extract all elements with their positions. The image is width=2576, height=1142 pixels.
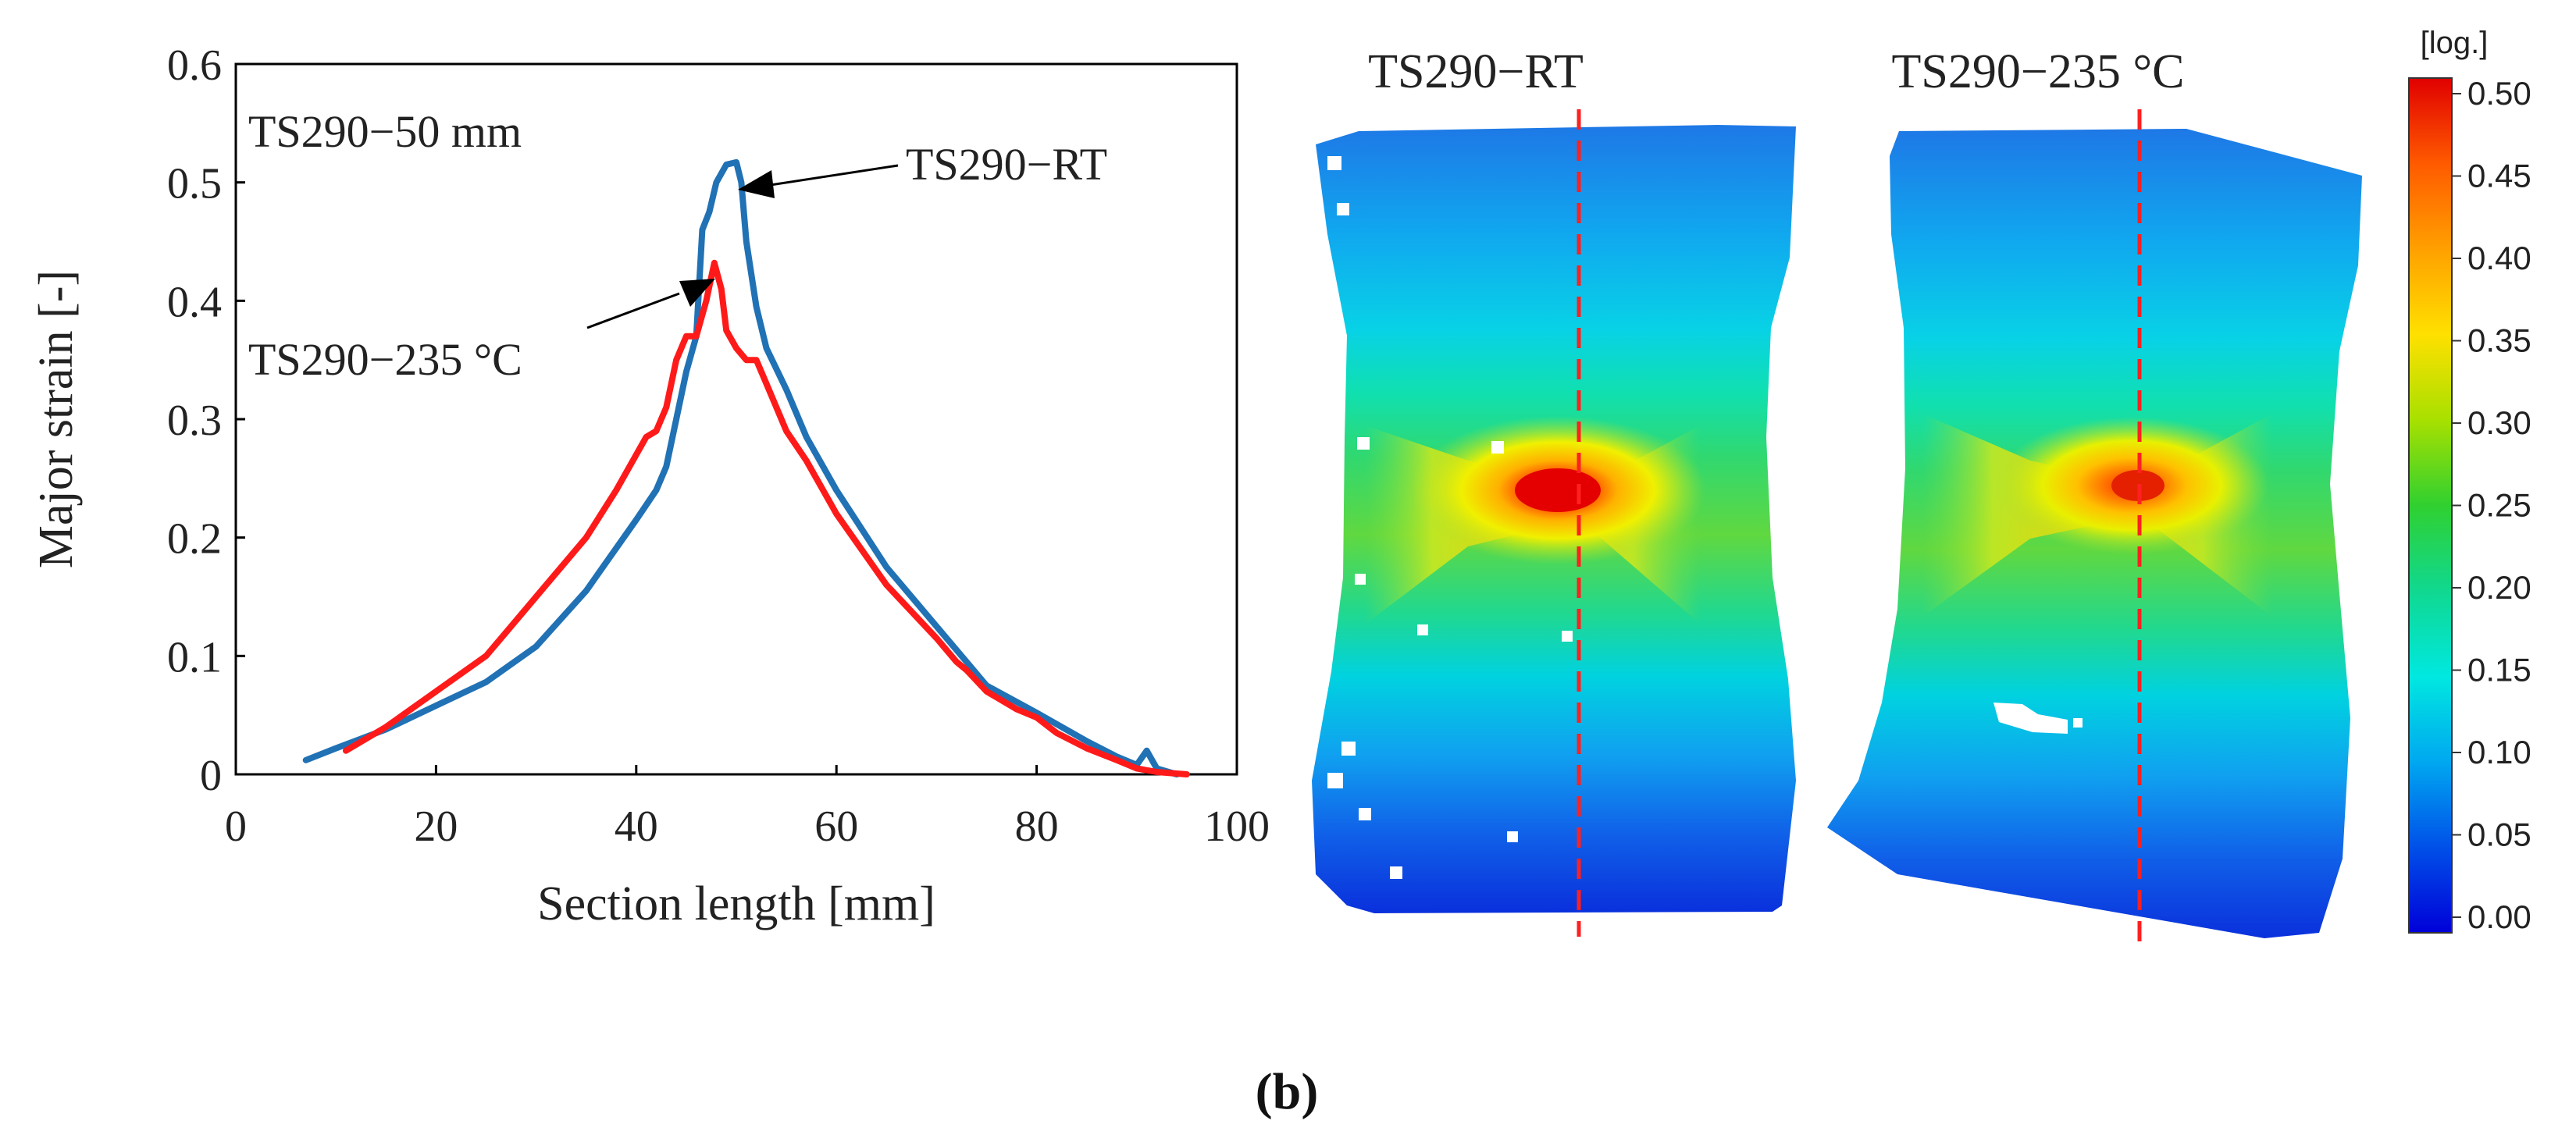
- annotation-rt: TS290−RT: [906, 139, 1107, 190]
- annotation-235c: TS290−235 °C: [248, 334, 522, 385]
- figure-label: (b): [1256, 1063, 1319, 1120]
- colorbar-unit: [log.]: [2421, 26, 2489, 60]
- chart-series: [302, 158, 1190, 777]
- colorbar-tick-label: 0.30: [2467, 404, 2531, 441]
- x-axis-label: Section length [mm]: [537, 877, 935, 930]
- contour-title-235c: TS290−235 °C: [1892, 45, 2185, 98]
- colorbar-tick-label: 0.45: [2467, 158, 2531, 194]
- contour-title-rt: TS290−RT: [1368, 45, 1584, 98]
- x-tick-label: 40: [615, 802, 658, 851]
- annotation-specimen: TS290−50 mm: [248, 106, 522, 157]
- colorbar-tick-label: 0.40: [2467, 240, 2531, 276]
- colorbar-tick-label: 0.35: [2467, 322, 2531, 359]
- strain-core-rt: [1515, 468, 1601, 512]
- y-tick-label: 0.5: [167, 160, 222, 208]
- y-tick-label: 0: [200, 752, 222, 800]
- speckle-holes-rt: [1327, 156, 1573, 879]
- contour-map-235c: TS290−235 °C: [1827, 45, 2362, 945]
- colorbar-tick-label: 0.50: [2467, 75, 2531, 112]
- x-tick-label: 80: [1015, 802, 1059, 851]
- y-axis-label: Major strain [-]: [30, 270, 83, 568]
- colorbar-ticks: 0.50 0.45 0.40 0.35 0.30 0.25 0.20 0.15 0.10 0.05…: [2452, 75, 2531, 935]
- x-tick-label: 20: [414, 802, 458, 851]
- x-tick-label: 100: [1204, 802, 1270, 851]
- speckle-hole-235c: [1993, 703, 2068, 734]
- arrow-235c: [586, 279, 715, 329]
- colorbar-tick-label: 0.05: [2467, 816, 2531, 853]
- y-tick-label: 0.3: [167, 397, 222, 445]
- y-tick-label: 0.6: [167, 41, 222, 90]
- colorbar-tick-label: 0.20: [2467, 569, 2531, 606]
- y-tick-label: 0.4: [167, 278, 222, 326]
- speckle-hole-235c-small: [2073, 718, 2083, 728]
- line-chart: 0 0.1 0.2 0.3 0.4 0.5 0.6 0 20 40 60 80 100 Major s…: [30, 41, 1270, 930]
- y-tick-label: 0.1: [167, 633, 222, 681]
- series-line-rt: [302, 158, 1181, 777]
- colorbar-scale: [2408, 77, 2453, 934]
- colorbar: [log.] 0.500.450.400.350.300.250.200.150…: [2408, 26, 2531, 935]
- colorbar-tick-label: 0.00: [2467, 898, 2531, 935]
- colorbar-tick-label: 0.10: [2467, 734, 2531, 770]
- x-tick-label: 0: [225, 802, 247, 851]
- arrow-rt: [738, 164, 899, 198]
- colorbar-tick-label: 0.15: [2467, 652, 2531, 688]
- y-tick-label: 0.2: [167, 515, 222, 564]
- contour-map-rt: TS290−RT: [1312, 45, 1796, 937]
- y-axis-ticks: 0 0.1 0.2 0.3 0.4 0.5 0.6: [167, 41, 245, 800]
- x-axis-ticks: 0 20 40 60 80 100: [225, 765, 1270, 851]
- x-tick-label: 60: [814, 802, 858, 851]
- series-line-235c: [343, 259, 1190, 777]
- colorbar-tick-label: 0.25: [2467, 487, 2531, 524]
